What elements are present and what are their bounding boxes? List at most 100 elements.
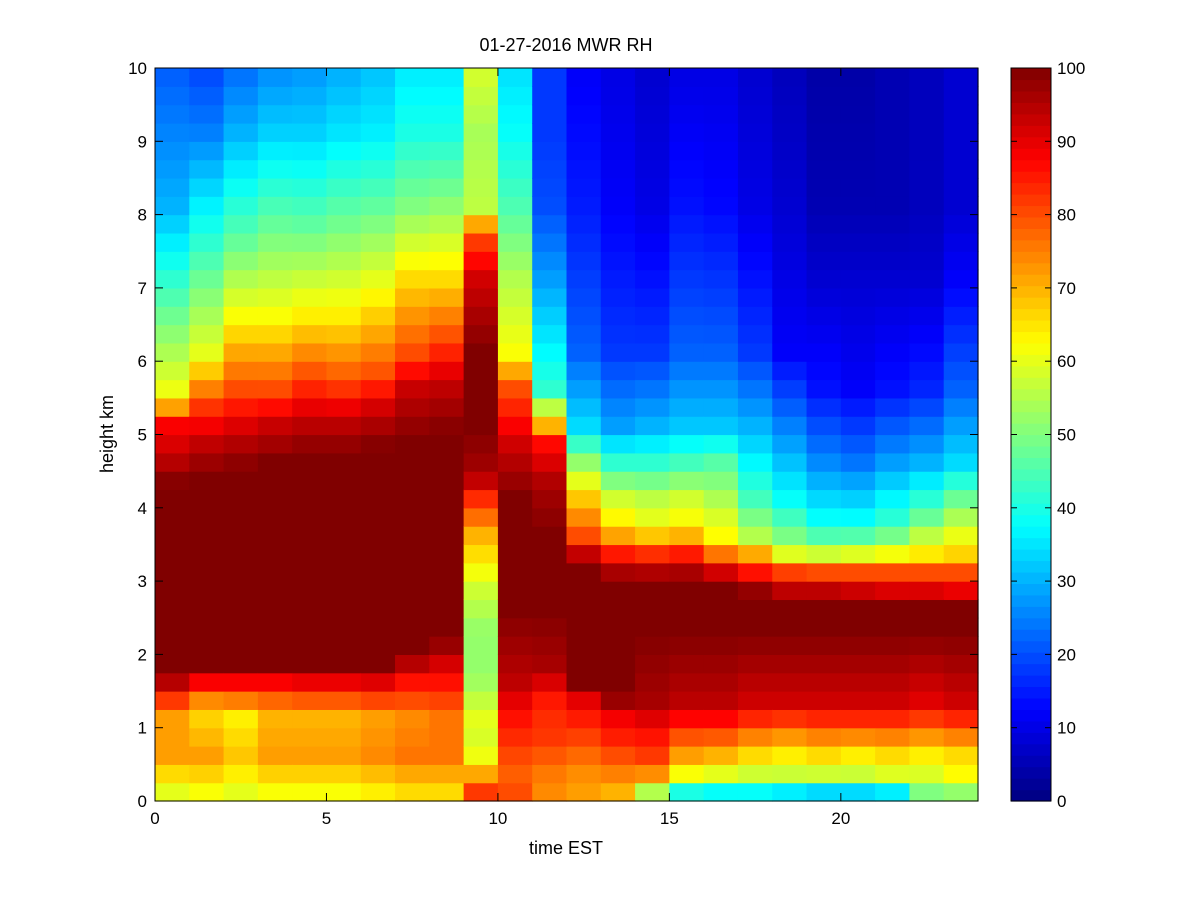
heatmap-cell bbox=[772, 269, 808, 289]
heatmap-cell bbox=[943, 599, 979, 619]
heatmap-cell bbox=[223, 287, 259, 307]
heatmap-cell bbox=[360, 581, 396, 601]
heatmap-cell bbox=[463, 196, 499, 216]
heatmap-cell bbox=[909, 746, 945, 765]
heatmap-cell bbox=[669, 581, 705, 601]
heatmap-cell bbox=[600, 141, 636, 161]
heatmap-cell bbox=[257, 122, 293, 142]
heatmap-cell bbox=[257, 507, 293, 527]
heatmap-cell bbox=[669, 104, 705, 124]
heatmap-cell bbox=[669, 727, 705, 747]
heatmap-cell bbox=[737, 636, 773, 655]
heatmap-cell bbox=[703, 122, 739, 142]
heatmap-cell bbox=[189, 562, 225, 582]
heatmap-cell bbox=[909, 764, 945, 784]
heatmap-cell bbox=[840, 324, 876, 344]
heatmap-cell bbox=[326, 617, 362, 637]
colorbar-swatch bbox=[1011, 182, 1051, 195]
heatmap-cell bbox=[703, 764, 739, 784]
heatmap-cell bbox=[875, 361, 911, 381]
heatmap-cell bbox=[600, 544, 636, 564]
heatmap-cell bbox=[429, 269, 465, 289]
heatmap-cell bbox=[737, 691, 773, 710]
heatmap-cell bbox=[223, 617, 259, 637]
heatmap-cell bbox=[703, 177, 739, 197]
heatmap-cell bbox=[497, 489, 533, 509]
colorbar-swatch bbox=[1011, 583, 1051, 596]
heatmap-cell bbox=[600, 287, 636, 307]
heatmap-cell bbox=[257, 159, 293, 179]
heatmap-cell bbox=[669, 709, 705, 729]
heatmap-cell bbox=[840, 691, 876, 710]
heatmap-cell bbox=[875, 196, 911, 216]
heatmap-cell bbox=[326, 672, 362, 692]
heatmap-cell bbox=[257, 251, 293, 271]
heatmap-cell bbox=[532, 68, 568, 87]
y-tick-label: 0 bbox=[138, 792, 147, 811]
heatmap-cell bbox=[155, 507, 190, 527]
heatmap-cell bbox=[360, 727, 396, 747]
heatmap-cell bbox=[840, 581, 876, 601]
heatmap-cell bbox=[497, 159, 533, 179]
heatmap-cell bbox=[189, 122, 225, 142]
heatmap-cell bbox=[737, 122, 773, 142]
heatmap-cell bbox=[566, 416, 602, 436]
heatmap-cell bbox=[635, 141, 670, 161]
heatmap-cell bbox=[772, 434, 808, 454]
heatmap-cell bbox=[532, 691, 568, 710]
heatmap-cell bbox=[395, 324, 430, 344]
heatmap-cell bbox=[703, 251, 739, 271]
heatmap-cell bbox=[395, 416, 430, 436]
heatmap-cell bbox=[703, 672, 739, 692]
heatmap-cell bbox=[669, 379, 705, 399]
heatmap-cell bbox=[806, 306, 842, 326]
heatmap-cell bbox=[909, 727, 945, 747]
heatmap-cell bbox=[703, 434, 739, 454]
heatmap-cell bbox=[703, 141, 739, 161]
heatmap-cell bbox=[806, 86, 842, 106]
heatmap-cell bbox=[600, 489, 636, 509]
heatmap-cell bbox=[875, 232, 911, 252]
heatmap-cell bbox=[429, 452, 465, 472]
heatmap-cell bbox=[292, 251, 328, 271]
heatmap-cell bbox=[326, 68, 362, 87]
heatmap-cell bbox=[532, 434, 568, 454]
heatmap-cell bbox=[292, 452, 328, 472]
heatmap-cell bbox=[772, 746, 808, 765]
heatmap-cell bbox=[429, 361, 465, 381]
heatmap-cell bbox=[155, 654, 190, 674]
heatmap-cell bbox=[223, 526, 259, 546]
heatmap-cell bbox=[223, 397, 259, 417]
colorbar-swatch bbox=[1011, 778, 1051, 791]
heatmap-cell bbox=[909, 232, 945, 252]
heatmap-cell bbox=[326, 691, 362, 710]
heatmap-cell bbox=[669, 782, 705, 802]
heatmap-cell bbox=[497, 361, 533, 381]
heatmap-cell bbox=[635, 691, 670, 710]
heatmap-cell bbox=[635, 379, 670, 399]
heatmap-cell bbox=[909, 177, 945, 197]
heatmap-cell bbox=[635, 746, 670, 765]
heatmap-cell bbox=[292, 104, 328, 124]
heatmap-cell bbox=[669, 452, 705, 472]
heatmap-cell bbox=[463, 617, 499, 637]
heatmap-cell bbox=[703, 324, 739, 344]
heatmap-cell bbox=[463, 507, 499, 527]
heatmap-cell bbox=[395, 654, 430, 674]
colorbar-swatch bbox=[1011, 743, 1051, 756]
heatmap-cell bbox=[600, 471, 636, 491]
colorbar-swatch bbox=[1011, 365, 1051, 378]
heatmap-cell bbox=[155, 764, 190, 784]
colorbar-swatch bbox=[1011, 319, 1051, 333]
heatmap-cell bbox=[875, 489, 911, 509]
heatmap-cell bbox=[189, 68, 225, 87]
colorbar-swatch bbox=[1011, 262, 1051, 275]
heatmap-cell bbox=[566, 342, 602, 362]
heatmap-cell bbox=[943, 636, 979, 655]
heatmap-cell bbox=[463, 672, 499, 692]
heatmap-cell bbox=[497, 709, 533, 729]
x-axis: 0 5 10 15 20 bbox=[150, 68, 850, 828]
heatmap-cell bbox=[943, 562, 979, 582]
heatmap-cell bbox=[326, 159, 362, 179]
heatmap-cell bbox=[806, 122, 842, 142]
